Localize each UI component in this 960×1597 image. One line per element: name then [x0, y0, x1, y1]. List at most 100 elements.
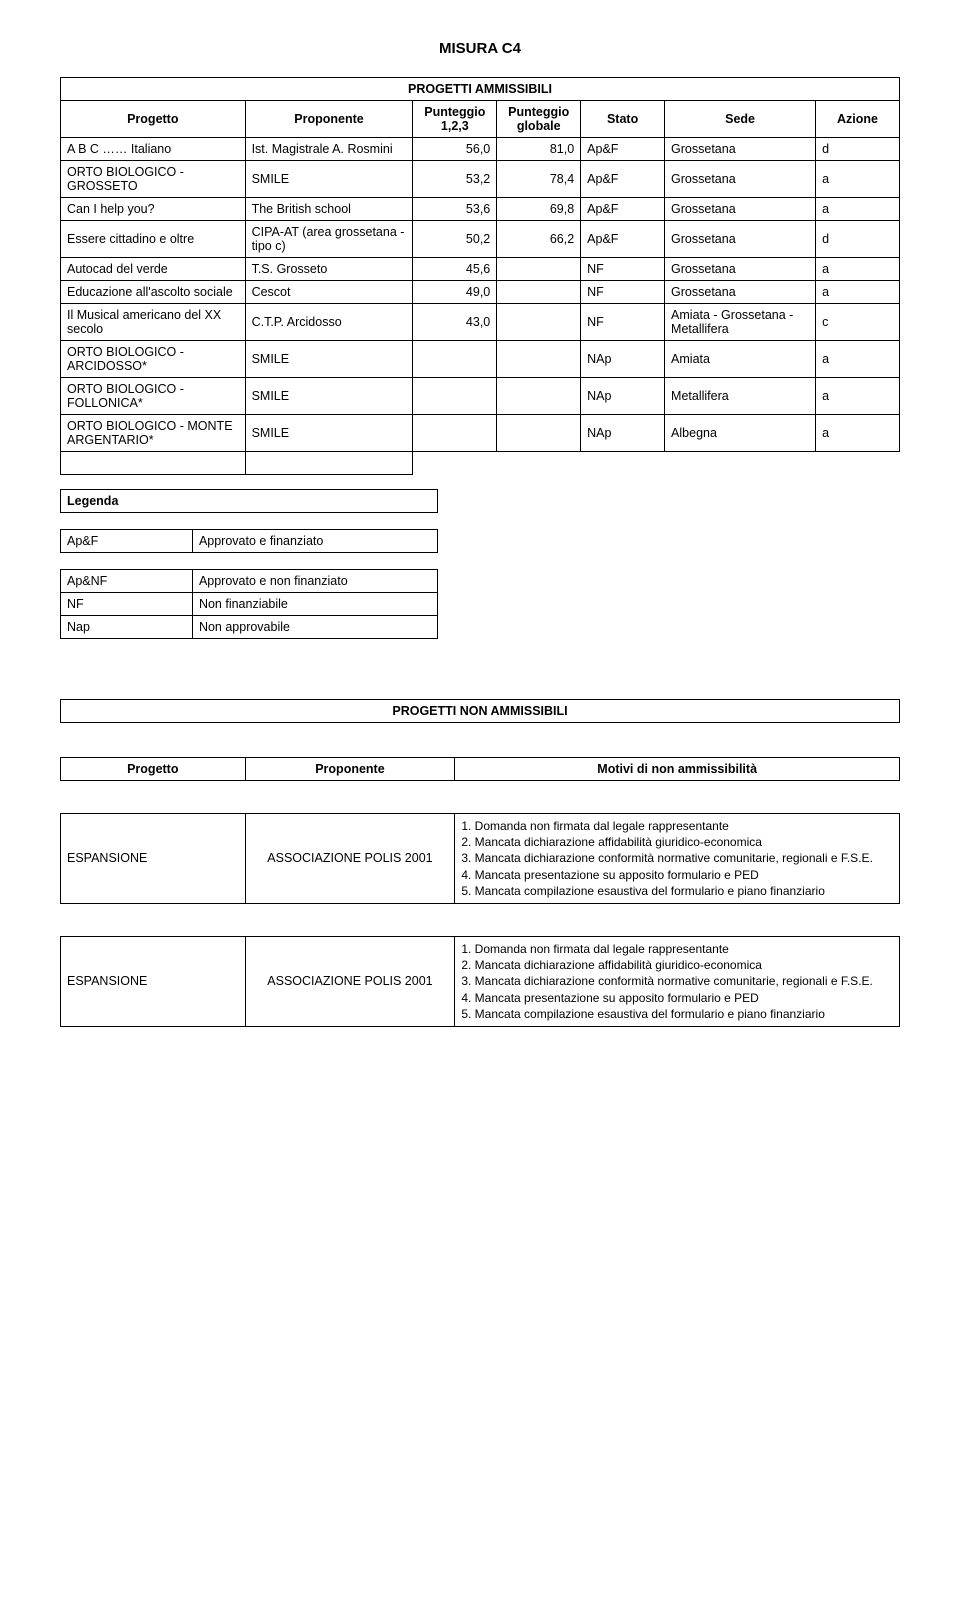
cell: T.S. Grosseto — [245, 258, 413, 281]
nonamm-progetto: ESPANSIONE — [61, 814, 246, 904]
cell: SMILE — [245, 415, 413, 452]
cell: CIPA-AT (area grossetana - tipo c) — [245, 221, 413, 258]
cell — [497, 258, 581, 281]
nonamm-col-motivi: Motivi di non ammissibilità — [455, 758, 900, 781]
cell: 53,2 — [413, 161, 497, 198]
cell: a — [816, 281, 900, 304]
legend-code: NF — [61, 593, 193, 616]
cell: d — [816, 221, 900, 258]
cell: NF — [581, 281, 665, 304]
cell: Ap&F — [581, 138, 665, 161]
col-pglob: Punteggio globale — [497, 101, 581, 138]
cell: 56,0 — [413, 138, 497, 161]
cell: a — [816, 161, 900, 198]
cell: 45,6 — [413, 258, 497, 281]
nonamm-progetto: ESPANSIONE — [61, 936, 246, 1026]
cell: Metallifera — [665, 378, 816, 415]
cell: A B C …… Italiano — [61, 138, 246, 161]
cell — [497, 452, 581, 475]
table-row: Can I help you?The British school53,669,… — [61, 198, 900, 221]
col-azione: Azione — [816, 101, 900, 138]
table-row: ORTO BIOLOGICO - GROSSETOSMILE53,278,4Ap… — [61, 161, 900, 198]
nonamm-col-progetto: Progetto — [61, 758, 246, 781]
cell: Cescot — [245, 281, 413, 304]
cell: Ap&F — [581, 198, 665, 221]
page-title: MISURA C4 — [60, 40, 900, 57]
table-row: ORTO BIOLOGICO - ARCIDOSSO*SMILENApAmiat… — [61, 341, 900, 378]
cell: Autocad del verde — [61, 258, 246, 281]
nonamm-row-table: ESPANSIONEASSOCIAZIONE POLIS 20011. Doma… — [60, 936, 900, 1027]
nonamm-proponente: ASSOCIAZIONE POLIS 2001 — [245, 814, 455, 904]
cell — [665, 452, 816, 475]
cell: 43,0 — [413, 304, 497, 341]
col-progetto: Progetto — [61, 101, 246, 138]
nonamm-title: PROGETTI NON AMMISSIBILI — [61, 700, 900, 723]
nonamm-col-proponente: Proponente — [245, 758, 455, 781]
cell — [497, 281, 581, 304]
cell: 66,2 — [497, 221, 581, 258]
table-row: Educazione all'ascolto socialeCescot49,0… — [61, 281, 900, 304]
legend-desc: Non finanziabile — [192, 593, 437, 616]
cell: Educazione all'ascolto sociale — [61, 281, 246, 304]
cell: 53,6 — [413, 198, 497, 221]
cell: SMILE — [245, 341, 413, 378]
legend-code: Nap — [61, 616, 193, 639]
cell: NAp — [581, 378, 665, 415]
cell — [413, 378, 497, 415]
cell: C.T.P. Arcidosso — [245, 304, 413, 341]
legend-title: Legenda — [61, 490, 438, 513]
cell: a — [816, 198, 900, 221]
legend-code: Ap&NF — [61, 570, 193, 593]
legend-row: Ap&FApprovato e finanziato — [61, 530, 438, 553]
cell: NF — [581, 258, 665, 281]
cell — [245, 452, 413, 475]
legend-desc: Approvato e non finanziato — [192, 570, 437, 593]
table-row: Essere cittadino e oltreCIPA-AT (area gr… — [61, 221, 900, 258]
cell: ORTO BIOLOGICO - ARCIDOSSO* — [61, 341, 246, 378]
cell: c — [816, 304, 900, 341]
cell: Essere cittadino e oltre — [61, 221, 246, 258]
nonamm-header-table: Progetto Proponente Motivi di non ammiss… — [60, 757, 900, 781]
cell: Grossetana — [665, 258, 816, 281]
cell: Ist. Magistrale A. Rosmini — [245, 138, 413, 161]
cell: The British school — [245, 198, 413, 221]
legend-desc: Approvato e finanziato — [192, 530, 437, 553]
cell: a — [816, 341, 900, 378]
ammissibili-table: PROGETTI AMMISSIBILI Progetto Proponente… — [60, 77, 900, 475]
legend-row: NapNon approvabile — [61, 616, 438, 639]
cell — [413, 341, 497, 378]
cell: SMILE — [245, 161, 413, 198]
table-row: Il Musical americano del XX secoloC.T.P.… — [61, 304, 900, 341]
cell: a — [816, 258, 900, 281]
table-row: ESPANSIONEASSOCIAZIONE POLIS 20011. Doma… — [61, 814, 900, 904]
cell: Grossetana — [665, 221, 816, 258]
cell — [497, 415, 581, 452]
cell — [413, 452, 497, 475]
cell: NAp — [581, 415, 665, 452]
cell: 50,2 — [413, 221, 497, 258]
legend-desc: Non approvabile — [192, 616, 437, 639]
legend-code: Ap&F — [61, 530, 193, 553]
cell: Albegna — [665, 415, 816, 452]
nonamm-motivi: 1. Domanda non firmata dal legale rappre… — [455, 936, 900, 1026]
cell — [413, 415, 497, 452]
cell: SMILE — [245, 378, 413, 415]
cell: Grossetana — [665, 281, 816, 304]
cell: 69,8 — [497, 198, 581, 221]
cell: ORTO BIOLOGICO - GROSSETO — [61, 161, 246, 198]
col-proponente: Proponente — [245, 101, 413, 138]
cell: a — [816, 378, 900, 415]
col-stato: Stato — [581, 101, 665, 138]
table-row: ESPANSIONEASSOCIAZIONE POLIS 20011. Doma… — [61, 936, 900, 1026]
nonamm-proponente: ASSOCIAZIONE POLIS 2001 — [245, 936, 455, 1026]
table-row: Autocad del verdeT.S. Grosseto45,6 NFGros… — [61, 258, 900, 281]
cell: Grossetana — [665, 198, 816, 221]
cell: NAp — [581, 341, 665, 378]
ammissibili-title: PROGETTI AMMISSIBILI — [61, 78, 900, 101]
legend-row: Ap&NFApprovato e non finanziato — [61, 570, 438, 593]
cell: d — [816, 138, 900, 161]
table-row: ORTO BIOLOGICO - MONTE ARGENTARIO*SMILEN… — [61, 415, 900, 452]
cell — [816, 452, 900, 475]
col-sede: Sede — [665, 101, 816, 138]
cell: Can I help you? — [61, 198, 246, 221]
